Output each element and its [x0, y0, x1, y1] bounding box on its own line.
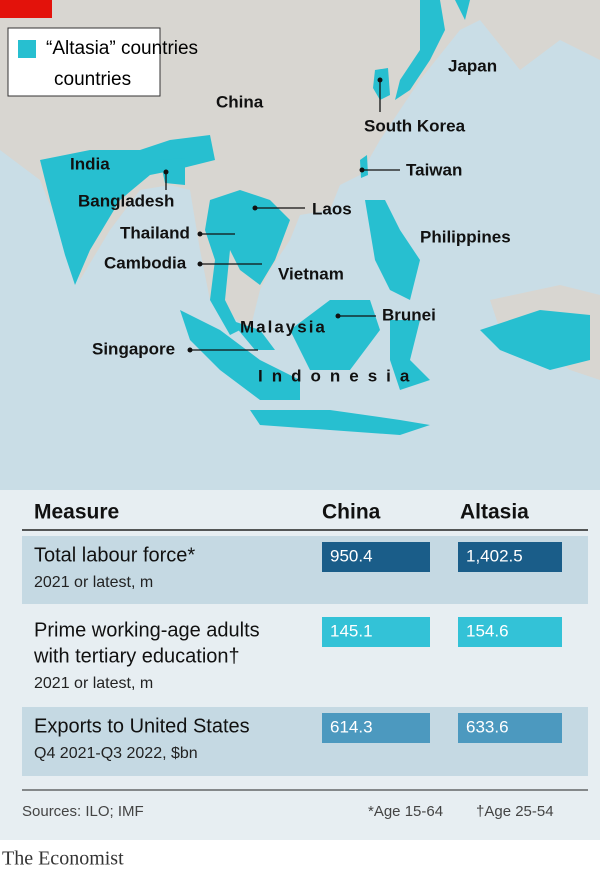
- country-label: Laos: [312, 199, 352, 218]
- leader-dot: [163, 169, 169, 175]
- philippines: [365, 200, 420, 300]
- measure-sub: Q4 2021-Q3 2022, $bn: [34, 745, 198, 762]
- country-label: Indonesia: [258, 366, 418, 385]
- value: 633.6: [466, 717, 509, 736]
- indochina: [205, 190, 290, 335]
- leader-dot: [377, 77, 383, 83]
- indonesia: [180, 300, 590, 435]
- country-label: China: [216, 92, 264, 111]
- value-box: [458, 713, 562, 743]
- value: 154.6: [466, 621, 509, 640]
- value-box: [322, 542, 430, 572]
- country-label: India: [70, 154, 110, 173]
- country-label: Brunei: [382, 305, 436, 324]
- value-box: [458, 617, 562, 647]
- measure-sub: 2021 or latest, m: [34, 574, 153, 591]
- measure: Exports to United States: [34, 715, 250, 737]
- leader-dot: [335, 313, 341, 319]
- country-label: Philippines: [420, 227, 511, 246]
- legend-label-2: countries: [54, 69, 131, 90]
- note: †Age 25-54: [476, 803, 554, 820]
- country-label: Malaysia: [240, 317, 327, 336]
- measure-sub: 2021 or latest, m: [34, 675, 153, 692]
- value: 950.4: [330, 546, 373, 565]
- economist-tag: [0, 0, 52, 18]
- value: 145.1: [330, 621, 373, 640]
- leader-dot: [197, 231, 203, 237]
- header: China: [322, 501, 381, 524]
- measure: Total labour force*: [34, 544, 195, 566]
- india: [40, 135, 215, 285]
- leader-dot: [197, 261, 203, 267]
- country-label: Thailand: [120, 223, 190, 242]
- leader-dot: [359, 167, 365, 173]
- country-label: Bangladesh: [78, 191, 174, 210]
- leader-dot: [252, 205, 258, 211]
- legend-box: [7, 27, 161, 97]
- value-box: [458, 542, 562, 572]
- country-label: Taiwan: [406, 160, 462, 179]
- legend-label: “Altasia” countries: [46, 38, 198, 59]
- value-box: [322, 617, 430, 647]
- value: 1,402.5: [466, 546, 523, 565]
- country-label: Singapore: [92, 339, 175, 358]
- country-label: Vietnam: [278, 264, 344, 283]
- legend-swatch: [18, 40, 36, 58]
- measure: Prime working-age adults: [34, 619, 260, 641]
- value: 614.3: [330, 717, 373, 736]
- measure: with tertiary education†: [33, 645, 240, 667]
- header: Measure: [34, 501, 119, 524]
- sources: Sources: ILO; IMF: [22, 803, 144, 820]
- country-label: Japan: [448, 56, 497, 75]
- japan: [395, 0, 470, 100]
- south-korea: [373, 68, 390, 100]
- value-box: [322, 713, 430, 743]
- malaysia: [230, 320, 275, 350]
- brand: The Economist: [2, 848, 124, 870]
- country-label: Cambodia: [104, 253, 187, 272]
- country-label: South Korea: [364, 116, 466, 135]
- note: *Age 15-64: [368, 803, 443, 820]
- leader-dot: [187, 347, 193, 353]
- header: Altasia: [460, 501, 529, 524]
